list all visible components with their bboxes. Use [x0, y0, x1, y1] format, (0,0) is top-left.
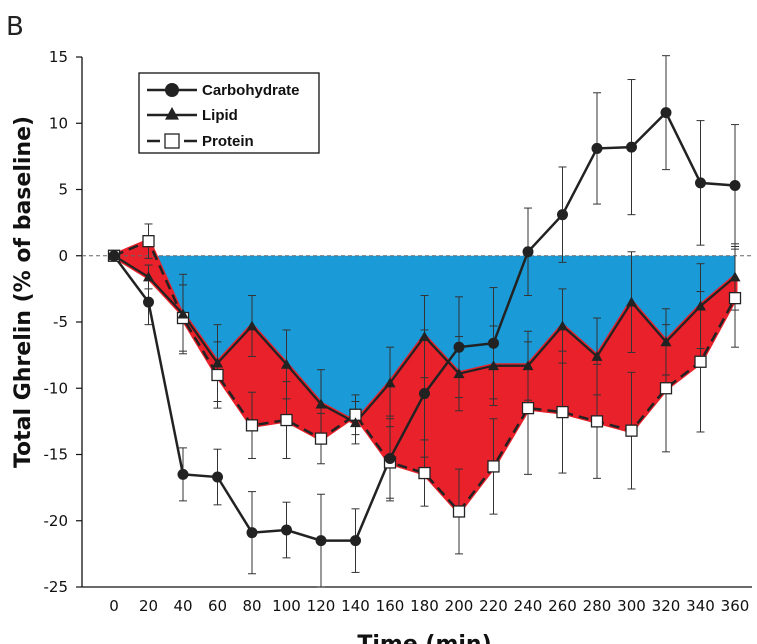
- lipid-point: [315, 398, 327, 409]
- protein-point: [452, 505, 466, 518]
- y-tick-label: 0: [58, 247, 68, 265]
- y-tick-label: -20: [44, 512, 69, 530]
- legend-entry-label: Protein: [202, 133, 254, 150]
- protein-point: [142, 235, 155, 248]
- carbohydrate-point: [384, 452, 396, 464]
- carbohydrate-point: [212, 471, 223, 483]
- x-tick-label: 140: [341, 597, 370, 615]
- y-tick-label: -15: [44, 446, 69, 464]
- protein-point: [280, 413, 293, 427]
- lipid-point: [453, 368, 465, 379]
- lipid-point: [177, 308, 189, 319]
- x-axis-title: Time (min): [357, 632, 491, 644]
- carbohydrate-point: [108, 250, 120, 262]
- carbohydrate-point: [695, 177, 706, 189]
- carbohydrate-point: [729, 180, 741, 192]
- x-tick-label: 300: [617, 597, 646, 615]
- lipid-point: [419, 331, 430, 341]
- carbohydrate-point: [453, 341, 465, 353]
- lipid-point: [626, 296, 637, 307]
- x-tick-label: 200: [445, 597, 474, 615]
- x-tick-label: 180: [410, 597, 439, 615]
- x-tick-label: 0: [109, 597, 119, 615]
- x-tick-label: 100: [272, 597, 301, 615]
- lipid-point: [660, 336, 672, 347]
- x-tick-label: 120: [307, 597, 336, 615]
- y-tick-label: -10: [44, 379, 69, 397]
- blue-area-baseline-to-lipid: [114, 255, 735, 423]
- panel-label: B: [6, 12, 24, 42]
- legend-entry-label: Carbohydrate: [202, 82, 300, 99]
- lipid-point: [384, 377, 396, 388]
- protein-point: [659, 382, 673, 395]
- protein-point: [314, 432, 328, 445]
- lipid-point: [557, 320, 568, 331]
- x-tick-label: 240: [514, 597, 543, 615]
- lipid-point: [143, 271, 154, 282]
- legend: Carbohydrate Lipid Protein: [138, 72, 320, 154]
- carbohydrate-point: [557, 209, 568, 221]
- protein-point: [556, 405, 569, 419]
- lipid-point: [281, 358, 292, 369]
- carbohydrate-point: [143, 296, 154, 308]
- x-tick-label: 340: [686, 597, 715, 615]
- y-tick-label: 5: [58, 181, 68, 199]
- x-tick-label: 80: [242, 597, 261, 615]
- x-tick-label: 360: [721, 597, 750, 615]
- legend-protein-marker: [164, 133, 180, 149]
- legend-entry-label: Lipid: [202, 107, 238, 124]
- lipid-point: [522, 360, 534, 371]
- x-tick-label: 20: [139, 597, 158, 615]
- carbohydrate-point: [246, 527, 258, 539]
- x-tick-label: 220: [479, 597, 508, 615]
- x-tick-label: 60: [208, 597, 227, 615]
- axes: [76, 56, 752, 588]
- x-tick-label: 40: [173, 597, 192, 615]
- x-tick-label: 260: [548, 597, 577, 615]
- protein-point: [590, 415, 604, 428]
- carbohydrate-point: [522, 246, 534, 258]
- carbohydrate-point: [350, 535, 361, 547]
- lipid-point: [729, 271, 741, 282]
- protein-point: [487, 460, 500, 473]
- lipid-point: [212, 357, 223, 368]
- protein-point: [625, 424, 638, 437]
- y-axis-title: Total Ghrelin (% of baseline): [11, 116, 36, 468]
- lipid-point: [591, 350, 603, 361]
- legend-lipid-marker: [165, 107, 179, 120]
- x-tick-label: 160: [376, 597, 405, 615]
- carbohydrate-point: [315, 535, 327, 547]
- carbohydrate-point: [281, 524, 292, 536]
- legend-carbohydrate-marker: [165, 83, 179, 97]
- y-tick-label: 10: [49, 114, 68, 132]
- carbohydrate-point: [419, 388, 430, 400]
- carbohydrate-point: [591, 142, 603, 154]
- y-tick-label: -25: [44, 578, 69, 596]
- carbohydrate-point: [488, 337, 499, 349]
- lipid-point: [695, 300, 706, 311]
- y-tick-label: 15: [49, 48, 68, 66]
- carbohydrate-point: [626, 141, 637, 153]
- protein-point: [694, 355, 707, 368]
- protein-point: [728, 291, 742, 305]
- protein-point: [418, 466, 431, 480]
- carbohydrate-point: [177, 468, 189, 480]
- tick-labels: 15 10 5 0 -5 -10 -15 -20 -25 0 20 40 60 80 100 120 140 16…: [44, 48, 750, 615]
- lipid-point: [488, 360, 499, 371]
- carbohydrate-point: [660, 107, 672, 119]
- y-tick-label: -5: [53, 313, 68, 331]
- lipid-point: [246, 320, 258, 331]
- x-tick-label: 280: [583, 597, 612, 615]
- protein-point: [211, 368, 224, 382]
- protein-point: [245, 419, 259, 432]
- protein-point: [521, 401, 535, 415]
- x-tick-label: 320: [652, 597, 681, 615]
- series-markers: [107, 107, 742, 547]
- lipid-point: [350, 417, 361, 428]
